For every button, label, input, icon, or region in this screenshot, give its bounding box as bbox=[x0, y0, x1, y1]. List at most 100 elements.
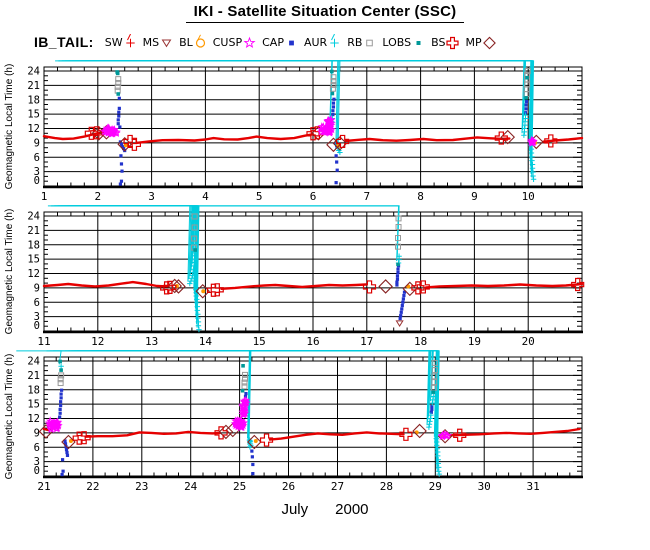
y-tick-label: 21 bbox=[27, 225, 40, 237]
panel-days-11-20: 03 6 9 12 15 18 21 24 11 12 13 14 15 16 17 18 19 20 Geomag… bbox=[4, 205, 585, 348]
series-cusp bbox=[99, 115, 538, 147]
legend-symbol-aur-icon bbox=[330, 34, 339, 48]
x-tick-label: 31 bbox=[526, 480, 539, 493]
series-sw-line bbox=[42, 131, 584, 145]
x-tick-label: 21 bbox=[37, 480, 50, 493]
x-tick-label: 30 bbox=[478, 480, 491, 493]
y-tick-label: 9 bbox=[34, 137, 40, 149]
series-rb bbox=[191, 213, 402, 251]
legend-items: SW MS BL CUSP CAP AUR RB LOBS BS MP bbox=[105, 34, 502, 50]
header: IKI - Satellite Situation Center (SSC) bbox=[0, 3, 650, 23]
legend-item-cusp: CUSP bbox=[213, 34, 257, 50]
legend-item-name: CAP bbox=[262, 35, 284, 49]
series-aur bbox=[55, 60, 537, 182]
x-tick-label: 12 bbox=[91, 335, 104, 348]
y-tick-label: 18 bbox=[27, 94, 40, 106]
x-tick-label: 16 bbox=[306, 335, 319, 348]
y-tick-label: 18 bbox=[27, 239, 40, 251]
x-tick-label: 10 bbox=[522, 190, 535, 203]
x-tick-label: 23 bbox=[135, 480, 148, 493]
page-title: IKI - Satellite Situation Center (SSC) bbox=[185, 3, 465, 23]
legend-item-aur: AUR bbox=[304, 34, 342, 50]
x-tick-label: 15 bbox=[253, 335, 266, 348]
x-tick-label: 28 bbox=[380, 480, 393, 493]
x-tick-label: 18 bbox=[414, 335, 427, 348]
y-axis-title: Geomagnetic Local Time (h) bbox=[4, 354, 15, 480]
series-bs bbox=[72, 426, 467, 447]
panel-days-21-31: 03 6 9 12 15 18 21 24 21 22 23 24 25 26 27 28 29 30 31 Geom… bbox=[4, 350, 583, 493]
legend-symbol-bl-icon bbox=[195, 34, 205, 48]
x-tick-label: 3 bbox=[148, 190, 155, 203]
y-tick-label: 0 bbox=[34, 465, 40, 477]
x-tick-label: 19 bbox=[468, 335, 481, 348]
legend-symbol-lobs-icon bbox=[416, 41, 421, 45]
legend-item-name: CUSP bbox=[212, 35, 243, 49]
legend-item-name: BS bbox=[431, 35, 446, 49]
y-tick-labels: 03 6 9 12 15 18 21 24 bbox=[27, 356, 40, 478]
y-tick-label: 3 bbox=[34, 456, 40, 468]
y-axis-title: Geomagnetic Local Time (h) bbox=[4, 209, 15, 335]
legend-label: IB_TAIL: bbox=[34, 34, 94, 50]
x-axis-title: July 2000 bbox=[0, 501, 650, 518]
series-sw-line bbox=[42, 427, 581, 441]
y-tick-label: 3 bbox=[34, 166, 40, 178]
gridlines bbox=[43, 356, 583, 479]
y-tick-labels: 03 6 9 12 15 18 21 24 bbox=[27, 211, 40, 333]
y-tick-label: 24 bbox=[27, 356, 40, 368]
gridlines bbox=[43, 211, 583, 334]
minor-ticks bbox=[44, 67, 582, 187]
y-tick-label: 21 bbox=[27, 370, 40, 382]
series-rb bbox=[57, 359, 438, 391]
y-tick-label: 6 bbox=[34, 152, 40, 164]
x-tick-label: 2 bbox=[94, 190, 101, 203]
x-tick-label: 7 bbox=[363, 190, 370, 203]
y-tick-label: 12 bbox=[27, 268, 40, 280]
y-tick-label: 0 bbox=[34, 320, 40, 332]
legend-item-name: AUR bbox=[303, 35, 328, 49]
legend-item-lobs: LOBS bbox=[382, 34, 426, 50]
x-tick-label: 27 bbox=[331, 480, 344, 493]
legend-item-name: LOBS bbox=[382, 35, 412, 49]
y-tick-label: 24 bbox=[27, 66, 40, 78]
x-tick-label: 26 bbox=[282, 480, 295, 493]
x-tick-label: 17 bbox=[360, 335, 373, 348]
y-tick-label: 3 bbox=[34, 311, 40, 323]
gridlines bbox=[43, 66, 583, 189]
legend-item-bs: BS bbox=[431, 34, 460, 50]
y-tick-label: 9 bbox=[34, 427, 40, 439]
x-tick-label: 6 bbox=[310, 190, 317, 203]
x-tick-label: 25 bbox=[233, 480, 246, 493]
legend-symbol-ms-icon bbox=[161, 39, 172, 48]
x-tick-label: 14 bbox=[199, 335, 213, 348]
series-bs bbox=[84, 126, 558, 151]
legend-item-sw: SW bbox=[105, 34, 138, 50]
y-tick-label: 0 bbox=[34, 175, 40, 187]
legend-symbol-bs-icon bbox=[446, 36, 460, 50]
x-tick-labels: 11 12 13 14 15 16 17 18 19 20 bbox=[37, 335, 534, 348]
legend-item-mp: MP bbox=[465, 34, 496, 50]
x-tick-label: 13 bbox=[145, 335, 158, 348]
x-tick-labels: 1 2 3 4 5 6 7 8 9 10 bbox=[41, 190, 535, 203]
x-axis-month: July bbox=[281, 501, 309, 518]
legend-symbol-rb-icon bbox=[366, 39, 374, 47]
legend-item-name: MS bbox=[142, 35, 160, 49]
series-cusp bbox=[45, 395, 452, 441]
y-tick-label: 15 bbox=[27, 109, 40, 121]
series-rb bbox=[114, 68, 531, 97]
minor-ticks bbox=[44, 357, 582, 477]
series-ms bbox=[395, 320, 404, 327]
series-cap bbox=[58, 388, 434, 477]
y-tick-label: 9 bbox=[34, 282, 40, 294]
legend-bar: IB_TAIL: SW MS BL CUSP CAP AUR RB LOBS BS MP bbox=[34, 32, 502, 52]
series-lobs bbox=[115, 69, 529, 100]
y-tick-label: 15 bbox=[27, 254, 40, 266]
x-tick-label: 8 bbox=[417, 190, 424, 203]
x-tick-label: 11 bbox=[37, 335, 50, 348]
x-tick-label: 5 bbox=[256, 190, 263, 203]
y-tick-label: 21 bbox=[27, 80, 40, 92]
legend-symbol-cusp-icon bbox=[243, 36, 256, 49]
y-tick-label: 12 bbox=[27, 413, 40, 425]
y-tick-label: 12 bbox=[27, 123, 40, 135]
legend-symbol-mp-icon bbox=[482, 36, 496, 50]
